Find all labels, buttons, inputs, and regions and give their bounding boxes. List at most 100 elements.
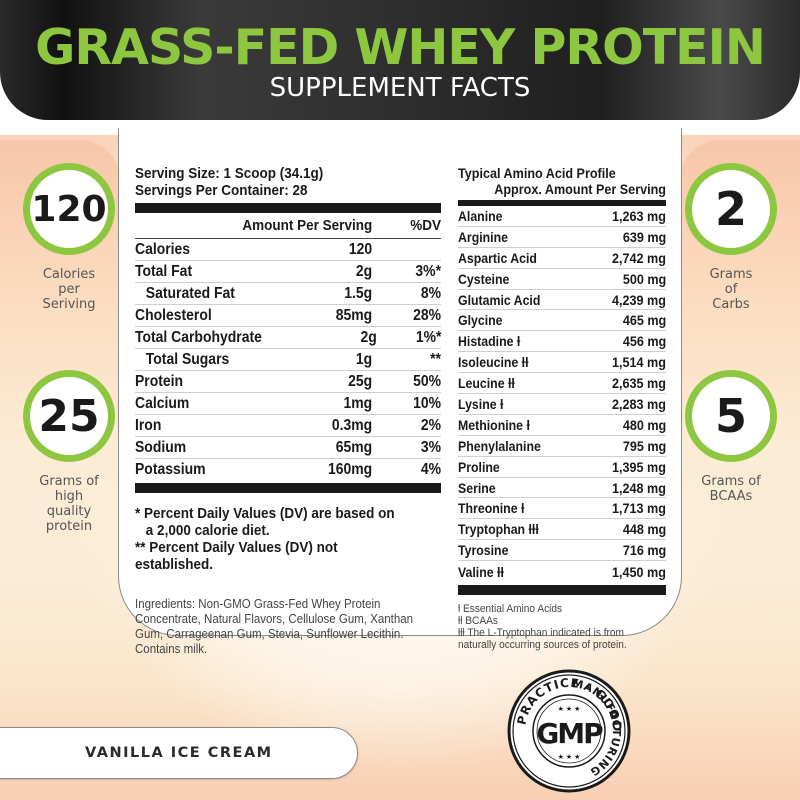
amino-name: Serine (458, 479, 496, 496)
svg-text:★ ★ ★: ★ ★ ★ (558, 753, 581, 761)
divider-bar (135, 203, 441, 213)
nutrient-dv: ** (430, 350, 441, 368)
stat-bcaas-value: 5 (685, 370, 777, 462)
amino-value: 448 mg (622, 521, 666, 538)
gmp-badge-text: GMP (536, 717, 603, 750)
amino-name: Glutamic Acid (458, 291, 541, 308)
nutrient-dv: 10% (413, 394, 441, 412)
stat-bcaas-label: Grams of BCAAs (701, 474, 761, 504)
nutrient-amount: 85mg (335, 306, 373, 324)
amino-row: Phenylalanine 795 mg (458, 436, 666, 457)
nutrition-row: Protein 25g 50% (135, 371, 441, 393)
stat-protein-value: 25 (23, 370, 115, 462)
nutrient-amount: 1g (355, 350, 373, 368)
amino-row: Arginine 639 mg (458, 227, 666, 248)
amino-value: 1,713 mg (612, 500, 666, 517)
nutrition-row: Total Carbohydrate 2g 1%* (135, 327, 441, 349)
amino-name: Histadine ƚ (458, 333, 521, 350)
stat-calories: 120 Calories per Seriving (14, 163, 124, 312)
nutrient-dv: 1%* (415, 328, 441, 346)
nutrient-amount: 1.5g (344, 284, 373, 302)
stat-calories-value: 120 (23, 163, 115, 255)
divider-bar (458, 200, 666, 206)
nutrition-row: Total Sugars 1g ** (135, 349, 441, 371)
amino-value: 1,263 mg (612, 207, 666, 224)
stat-carbs-label: Grams of Carbs (709, 267, 753, 312)
ingredients-line: Ingredients: Non-GMO Grass-Fed Whey Prot… (135, 597, 381, 611)
footnote-line: * Percent Daily Values (DV) are based on (135, 505, 395, 522)
nutrient-amount: 2g (355, 262, 373, 280)
nutrient-amount: 65mg (335, 438, 373, 456)
nutrient-label: Total Fat (135, 262, 193, 280)
nutrient-label: Sodium (135, 438, 187, 456)
nutrition-row: Saturated Fat 1.5g 8% (135, 283, 441, 305)
amino-row: Leucine ƚƚ 2,635 mg (458, 373, 666, 395)
ingredients-line: Contains milk. (135, 642, 208, 656)
amino-name: Proline (458, 458, 500, 475)
amino-value: 1,395 mg (612, 458, 666, 475)
amino-name: Arginine (458, 228, 508, 245)
amino-row: Glutamic Acid 4,239 mg (458, 290, 666, 311)
amino-row: Lysine ƚ 2,283 mg (458, 394, 666, 415)
amino-name: Isoleucine ƚƚ (458, 354, 529, 371)
amino-name: Tyrosine (458, 542, 509, 559)
amino-row: Tryptophan ƚƚƚ 448 mg (458, 519, 666, 541)
amino-value: 1,514 mg (612, 354, 666, 371)
amino-row: Methionine ƚ 480 mg (458, 415, 666, 436)
amino-row: Tyrosine 716 mg (458, 540, 666, 562)
nutrient-dv: 8% (420, 284, 441, 302)
amino-name: Phenylalanine (458, 437, 541, 454)
nutrient-dv: 28% (413, 306, 441, 324)
product-title: GRASS-FED WHEY PROTEIN (35, 19, 766, 76)
stat-carbs-value: 2 (685, 163, 777, 255)
amino-name: Leucine ƚƚ (458, 375, 515, 392)
amino-name: Methionine ƚ (458, 416, 530, 433)
nutrition-row: Calcium 1mg 10% (135, 393, 441, 415)
amino-row: Cysteine 500 mg (458, 269, 666, 290)
amino-value: 795 mg (622, 437, 666, 454)
nutrient-label: Total Sugars (145, 350, 230, 368)
flavor-text: VANILLA ICE CREAM (85, 745, 273, 761)
nutrient-dv: 4% (420, 461, 441, 478)
stat-calories-label: Calories per Seriving (42, 267, 96, 312)
amino-notes: ƚ Essential Amino Acids ƚƚ BCAAs ƚƚƚ The… (458, 603, 666, 651)
nutrition-row: Iron 0.3mg 2% (135, 415, 441, 437)
amino-rows: Alanine 1,263 mg Arginine 639 mg Aspartic … (458, 206, 666, 582)
amino-row: Proline 1,395 mg (458, 457, 666, 478)
nutrient-label: Saturated Fat (145, 284, 235, 302)
nutrition-row: Cholesterol 85mg 28% (135, 305, 441, 327)
amino-value: 639 mg (622, 228, 666, 245)
amino-name: Aspartic Acid (458, 249, 537, 266)
nutrient-amount: 1mg (343, 394, 373, 412)
amino-row: Histadine ƚ 456 mg (458, 331, 666, 353)
nutrient-label: Calcium (135, 394, 190, 412)
ingredients: Ingredients: Non-GMO Grass-Fed Whey Prot… (135, 597, 441, 657)
amino-name: Tryptophan ƚƚƚ (458, 521, 539, 538)
amino-value: 500 mg (622, 270, 666, 287)
amino-title: Typical Amino Acid Profile (458, 165, 616, 181)
amino-value: 1,248 mg (612, 479, 666, 496)
nutrient-dv: 2% (420, 416, 441, 434)
amino-name: Valine ƚƚ (458, 563, 504, 580)
nutrition-row: Potassium 160mg 4% (135, 459, 441, 481)
divider-bar (135, 483, 441, 493)
nutrient-label: Potassium (135, 461, 206, 478)
amino-acid-profile: Typical Amino Acid Profile Approx. Amoun… (458, 165, 666, 651)
nutrient-label: Total Carbohydrate (135, 328, 262, 346)
ingredients-line: Concentrate, Natural Flavors, Cellulose … (135, 612, 414, 626)
svg-text:★ ★ ★: ★ ★ ★ (558, 705, 581, 713)
nutrition-row: Sodium 65mg 3% (135, 437, 441, 459)
nutrient-dv: 3% (420, 438, 441, 456)
amino-row: Alanine 1,263 mg (458, 206, 666, 227)
amino-value: 465 mg (622, 312, 666, 329)
nutrient-label: Iron (135, 416, 162, 434)
nutrient-label: Protein (135, 372, 184, 390)
gmp-badge-icon: PRACTICE · GOOD MANUFACTURING GMP ★ ★ ★ … (505, 667, 633, 795)
amino-value: 4,239 mg (612, 291, 666, 308)
amino-row: Glycine 465 mg (458, 310, 666, 332)
amino-note: ƚƚƚ The L-Tryptophan indicated is from (458, 627, 624, 640)
nutrition-row: Calories 120 (135, 239, 441, 261)
footnote-line: established. (135, 556, 214, 573)
amino-value: 716 mg (622, 542, 666, 559)
header-banner: GRASS-FED WHEY PROTEIN SUPPLEMENT FACTS (0, 0, 800, 120)
